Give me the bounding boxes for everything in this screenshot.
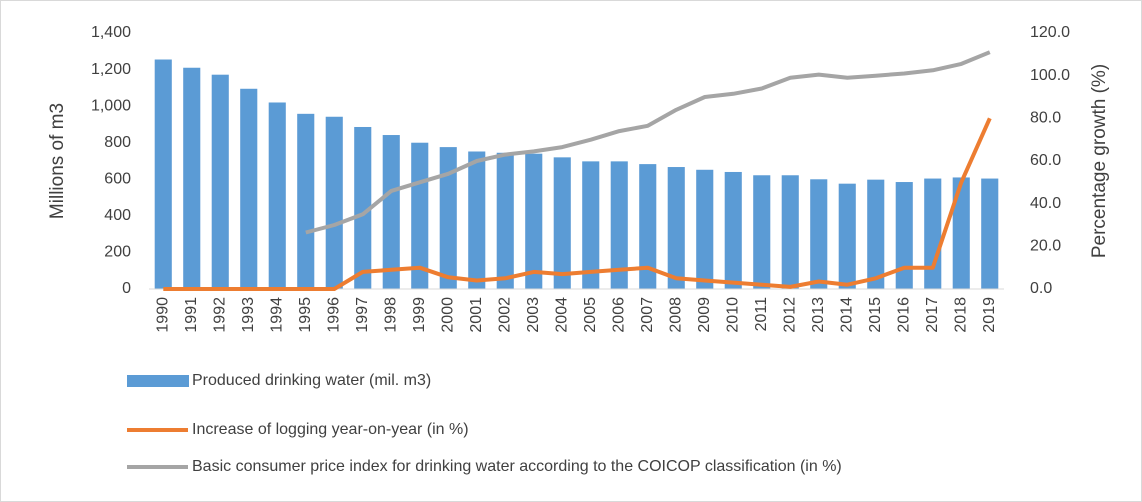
x-tick-label: 2000: [439, 297, 456, 333]
bar: [895, 182, 913, 289]
x-tick-label: 1997: [354, 297, 371, 333]
bar: [211, 74, 229, 289]
y-axis-title: Millions of m3: [47, 103, 68, 219]
x-tick-label: 2004: [553, 297, 570, 333]
bar: [667, 167, 685, 289]
x-tick-label: 2012: [781, 297, 798, 333]
bar: [924, 178, 942, 289]
bar: [183, 67, 201, 289]
bar: [724, 171, 742, 289]
x-tick-label: 2002: [496, 297, 513, 333]
y-tick-label: 800: [104, 134, 131, 151]
x-tick-label: 1991: [183, 297, 200, 333]
bar: [525, 153, 543, 289]
x-tick-label: 1995: [297, 297, 314, 333]
y2-tick-label: 0.0: [1030, 280, 1052, 297]
x-tick-label: 1992: [211, 297, 228, 333]
x-tick-label: 2018: [952, 297, 969, 333]
x-tick-label: 1996: [325, 297, 342, 333]
x-tick-label: 1998: [382, 297, 399, 333]
bar: [582, 161, 600, 289]
x-tick-label: 2006: [610, 297, 627, 333]
y2-tick-label: 60.0: [1030, 152, 1061, 169]
bar: [240, 88, 258, 290]
bar: [981, 178, 999, 289]
x-tick-label: 2007: [639, 297, 656, 333]
legend-label: Basic consumer price index for drinking …: [192, 458, 842, 475]
y2-tick-label: 20.0: [1030, 238, 1061, 255]
x-tick-label: 1994: [268, 297, 285, 333]
x-tick-label: 2010: [724, 297, 741, 333]
x-tick-label: 2009: [696, 297, 713, 333]
x-tick-label: 2003: [525, 297, 542, 333]
y-tick-label: 1,200: [91, 61, 131, 78]
y-tick-label: 1,400: [91, 24, 131, 41]
x-tick-label: 2001: [468, 297, 485, 333]
bar: [439, 147, 457, 289]
bar: [325, 116, 343, 290]
y2-axis-title: Percentage growth (%): [1089, 64, 1110, 258]
x-tick-label: 2011: [753, 297, 770, 332]
y2-tick-label: 100.0: [1030, 67, 1070, 84]
bar: [297, 113, 315, 289]
bar: [468, 151, 486, 289]
bar: [154, 59, 172, 290]
x-tick-label: 2013: [810, 297, 827, 333]
x-tick-label: 2017: [924, 297, 941, 333]
y-tick-label: 600: [104, 171, 131, 188]
bar: [810, 179, 828, 289]
x-tick-label: 1990: [154, 297, 171, 333]
x-tick-label: 2016: [895, 297, 912, 333]
bar: [382, 135, 400, 289]
x-tick-label: 2005: [582, 297, 599, 333]
bar: [496, 152, 514, 289]
y-tick-label: 400: [104, 207, 131, 224]
bar: [753, 175, 771, 289]
bar: [781, 175, 799, 289]
line: [305, 50, 991, 235]
bar: [696, 169, 714, 289]
legend-label: Produced drinking water (mil. m3): [192, 372, 431, 389]
bar: [553, 157, 571, 289]
x-tick-label: 2015: [867, 297, 884, 333]
legend-label: Increase of logging year-on-year (in %): [192, 421, 469, 438]
bar: [268, 102, 286, 289]
bar: [354, 126, 372, 289]
bar: [867, 179, 885, 289]
bar: [952, 177, 970, 289]
y-tick-label: 200: [104, 244, 131, 261]
y-tick-label: 1,000: [91, 97, 131, 114]
x-tick-label: 1999: [411, 297, 428, 333]
y2-tick-label: 40.0: [1030, 195, 1061, 212]
x-tick-label: 2008: [667, 297, 684, 333]
legend-swatch: [127, 375, 189, 387]
bar: [838, 183, 856, 289]
y2-tick-label: 120.0: [1030, 24, 1070, 41]
x-tick-label: 2014: [838, 297, 855, 333]
bar: [639, 164, 657, 289]
line: [163, 117, 992, 291]
y2-tick-label: 80.0: [1030, 110, 1061, 127]
y-tick-label: 0: [122, 280, 131, 297]
x-tick-label: 2019: [981, 297, 998, 333]
x-tick-label: 1993: [240, 297, 257, 333]
bar: [610, 161, 628, 289]
